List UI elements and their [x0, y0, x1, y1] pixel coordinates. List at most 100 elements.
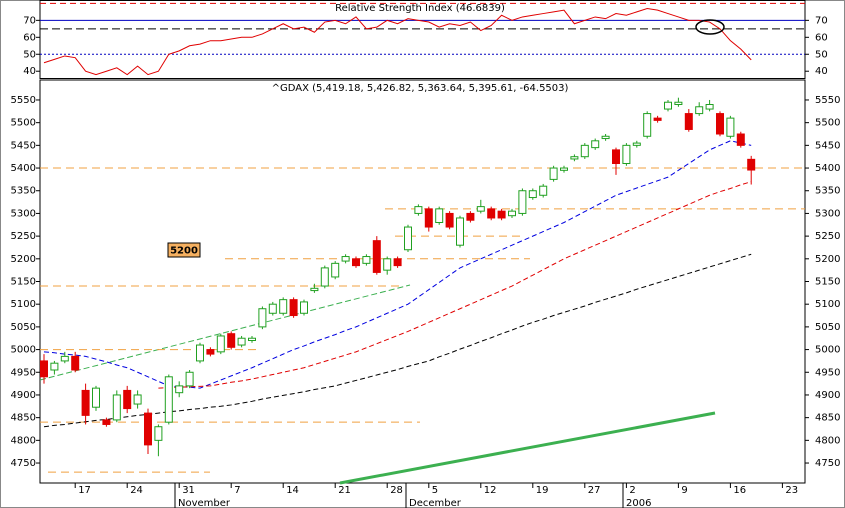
candle-body	[352, 258, 360, 267]
y-tick-label: 5000	[815, 345, 840, 356]
candle-body	[570, 156, 579, 160]
y-tick-label: 4850	[11, 413, 36, 424]
candle-body	[601, 135, 610, 140]
candle-body	[300, 301, 308, 314]
candle-body	[435, 208, 444, 224]
y-tick-label: 5150	[11, 277, 36, 288]
moving-average	[43, 140, 752, 389]
candle-body	[591, 140, 600, 149]
y-tick-label: 4800	[11, 435, 36, 446]
y-tick-label: 5450	[11, 140, 36, 151]
price-panel	[39, 79, 806, 484]
candle-body	[216, 335, 225, 353]
annotation: 5200	[170, 246, 198, 257]
x-tick-label: 9	[681, 485, 687, 496]
candle-body	[632, 142, 641, 146]
candle-body	[580, 144, 589, 158]
candle-body	[383, 258, 392, 271]
y-tick-label: 4850	[815, 413, 840, 424]
candle-body	[237, 337, 246, 346]
candle-body	[227, 333, 236, 348]
y-tick-label: 4950	[11, 367, 36, 378]
candle-body	[747, 158, 756, 171]
candle-body	[445, 212, 454, 228]
candle-body	[320, 267, 329, 287]
y-tick-label: 5250	[11, 231, 36, 242]
candle-body	[279, 299, 288, 314]
y-tick-label: 5100	[11, 299, 36, 310]
candle-body	[81, 389, 90, 416]
candle-body	[362, 256, 371, 264]
y-tick-label: 4750	[11, 458, 36, 469]
candle-body	[404, 226, 412, 251]
y-tick-label: 5200	[11, 254, 36, 265]
candle-body	[102, 419, 111, 425]
candle-body	[560, 167, 568, 171]
y-tick-label: 5000	[11, 345, 36, 356]
candle-body	[92, 387, 100, 408]
candle-body	[40, 360, 48, 378]
candle-body	[341, 256, 350, 262]
y-tick-label: 40	[23, 66, 36, 77]
candle-body	[466, 212, 475, 221]
candle-body	[705, 104, 714, 110]
x-tick-label: 5	[432, 485, 438, 496]
y-tick-label: 5250	[815, 231, 840, 242]
x-tick-label: 24	[130, 485, 143, 496]
y-tick-label: 60	[23, 32, 36, 43]
y-tick-label: 4900	[11, 390, 36, 401]
y-tick-label: 5050	[815, 322, 840, 333]
x-tick-label: 28	[390, 485, 403, 496]
candle-body	[456, 217, 464, 246]
y-tick-label: 5350	[11, 186, 36, 197]
y-tick-label: 40	[815, 66, 828, 77]
y-tick-label: 70	[815, 15, 828, 26]
x-tick-label: 17	[78, 485, 91, 496]
candle-body	[393, 258, 402, 267]
candle-body	[528, 190, 537, 199]
y-tick-label: 5500	[815, 118, 840, 129]
x-tick-label: 14	[286, 485, 299, 496]
y-tick-label: 5550	[815, 95, 840, 106]
y-tick-label: 4750	[815, 458, 840, 469]
y-tick-label: 70	[23, 15, 36, 26]
y-tick-label: 4950	[815, 367, 840, 378]
candle-body	[736, 133, 745, 146]
candle-body	[331, 262, 340, 278]
y-tick-label: 4900	[815, 390, 840, 401]
candle-body	[175, 385, 184, 394]
x-tick-label: 7	[234, 485, 240, 496]
y-tick-label: 5100	[815, 299, 840, 310]
y-tick-label: 5200	[815, 254, 840, 265]
candle-body	[497, 210, 506, 219]
candle-body	[643, 113, 652, 137]
candle-body	[476, 206, 485, 212]
candle-body	[196, 344, 204, 362]
y-tick-label: 4800	[815, 435, 840, 446]
candle-body	[372, 240, 381, 273]
candle-body	[60, 355, 69, 362]
x-tick-label: 23	[785, 485, 798, 496]
month-label: November	[178, 498, 231, 508]
candle-body	[123, 389, 132, 410]
y-tick-label: 5350	[815, 186, 840, 197]
candle-body	[664, 101, 672, 110]
candle-body	[154, 426, 163, 441]
rsi-title: Relative Strength Index (46.6839)	[335, 3, 505, 14]
trendline	[339, 411, 716, 485]
highlight-ellipse	[695, 19, 725, 35]
candle-body	[549, 167, 558, 180]
y-tick-label: 5550	[11, 95, 36, 106]
candle-body	[133, 394, 142, 405]
candle-body	[424, 208, 433, 228]
month-label: 2006	[626, 498, 651, 508]
candle-body	[508, 210, 516, 217]
candle-body	[414, 206, 423, 214]
candle-body	[206, 349, 215, 355]
candle-body	[289, 299, 298, 317]
x-tick-label: 27	[588, 485, 601, 496]
x-tick-label: 2	[629, 485, 635, 496]
